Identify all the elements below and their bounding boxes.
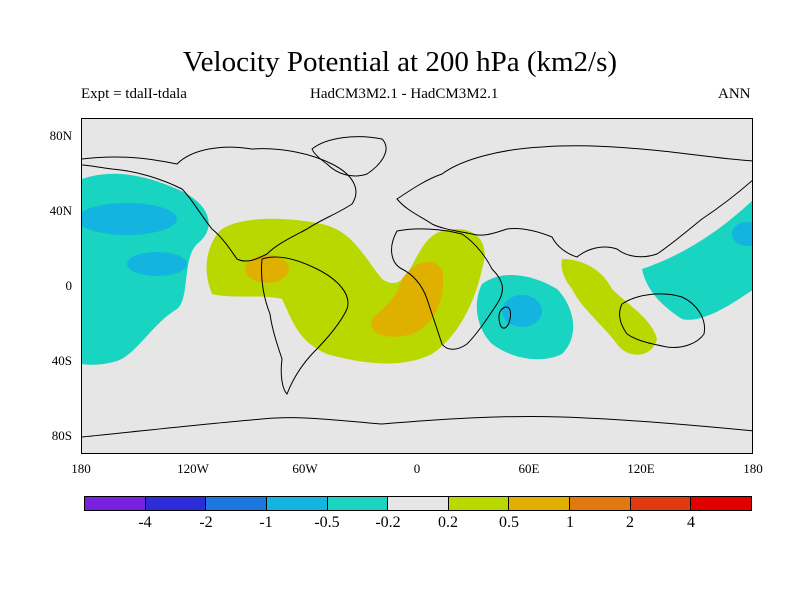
colorbar bbox=[84, 496, 752, 511]
colorbar-label: 4 bbox=[687, 514, 695, 531]
colorbar-swatch bbox=[570, 497, 631, 510]
map-title: Velocity Potential at 200 hPa (km2/s) bbox=[182, 46, 618, 78]
americas-positive-region bbox=[206, 218, 485, 364]
colorbar-label: 1 bbox=[566, 514, 574, 531]
lat-label-80n: 80N bbox=[49, 128, 72, 143]
colorbar-label: 0.2 bbox=[438, 514, 458, 531]
colorbar-swatch bbox=[145, 497, 207, 510]
lon-label-120e: 120E bbox=[627, 461, 655, 476]
lat-label-80s: 80S bbox=[51, 428, 72, 443]
season-label: ANN bbox=[718, 86, 751, 102]
pacific-strong-negative-south bbox=[127, 252, 187, 276]
lon-label-120w: 120W bbox=[177, 461, 209, 476]
madagascar-coast bbox=[498, 306, 511, 329]
model-label: HadCM3M2.1 - HadCM3M2.1 bbox=[310, 86, 499, 102]
colorbar-label: 0.5 bbox=[499, 514, 519, 531]
lon-label-60w: 60W bbox=[292, 461, 318, 476]
colorbar-label: -4 bbox=[138, 514, 152, 531]
coastlines bbox=[82, 136, 752, 438]
lon-label-180e: 180 bbox=[743, 461, 763, 476]
colorbar-label: -2 bbox=[199, 514, 213, 531]
lat-label-40s: 40S bbox=[51, 353, 72, 368]
colorbar-label: -0.2 bbox=[375, 514, 401, 531]
lat-label-40n: 40N bbox=[49, 203, 72, 218]
pacific-strong-negative-north bbox=[82, 203, 177, 235]
colorbar-swatch bbox=[388, 497, 449, 510]
colorbar-label: -0.5 bbox=[314, 514, 340, 531]
west-pacific-negative-region bbox=[642, 200, 752, 320]
africa-positive-core bbox=[371, 261, 444, 337]
eurasia-coast bbox=[396, 145, 752, 258]
lon-label-180w: 180 bbox=[71, 461, 91, 476]
south-america-coast bbox=[261, 256, 349, 395]
antarctica-coast bbox=[82, 415, 752, 438]
africa-coast bbox=[391, 228, 503, 350]
americas-positive-core bbox=[245, 255, 289, 283]
lat-label-equator: 0 bbox=[65, 278, 73, 293]
indian-strong-negative bbox=[502, 295, 542, 327]
colorbar-swatch bbox=[266, 497, 328, 510]
map-panel bbox=[81, 118, 753, 454]
lon-label-0: 0 bbox=[413, 461, 421, 476]
colorbar-swatch bbox=[85, 497, 146, 510]
colorbar-swatch bbox=[630, 497, 692, 510]
colorbar-swatch bbox=[206, 497, 267, 510]
map-canvas bbox=[82, 136, 752, 438]
maritime-positive-region bbox=[561, 259, 657, 355]
greenland-coast bbox=[311, 136, 387, 177]
west-pacific-strong-negative bbox=[732, 222, 752, 246]
experiment-label: Expt = tdalI-tdala bbox=[81, 86, 187, 102]
colorbar-swatch bbox=[509, 497, 571, 510]
lon-label-60e: 60E bbox=[518, 461, 540, 476]
colorbar-label: 2 bbox=[626, 514, 634, 531]
colorbar-swatch bbox=[448, 497, 510, 510]
colorbar-label: -1 bbox=[259, 514, 273, 531]
australia-coast bbox=[619, 293, 706, 348]
colorbar-swatch bbox=[691, 497, 752, 510]
colorbar-swatch bbox=[327, 497, 389, 510]
north-america-coast bbox=[82, 146, 357, 262]
